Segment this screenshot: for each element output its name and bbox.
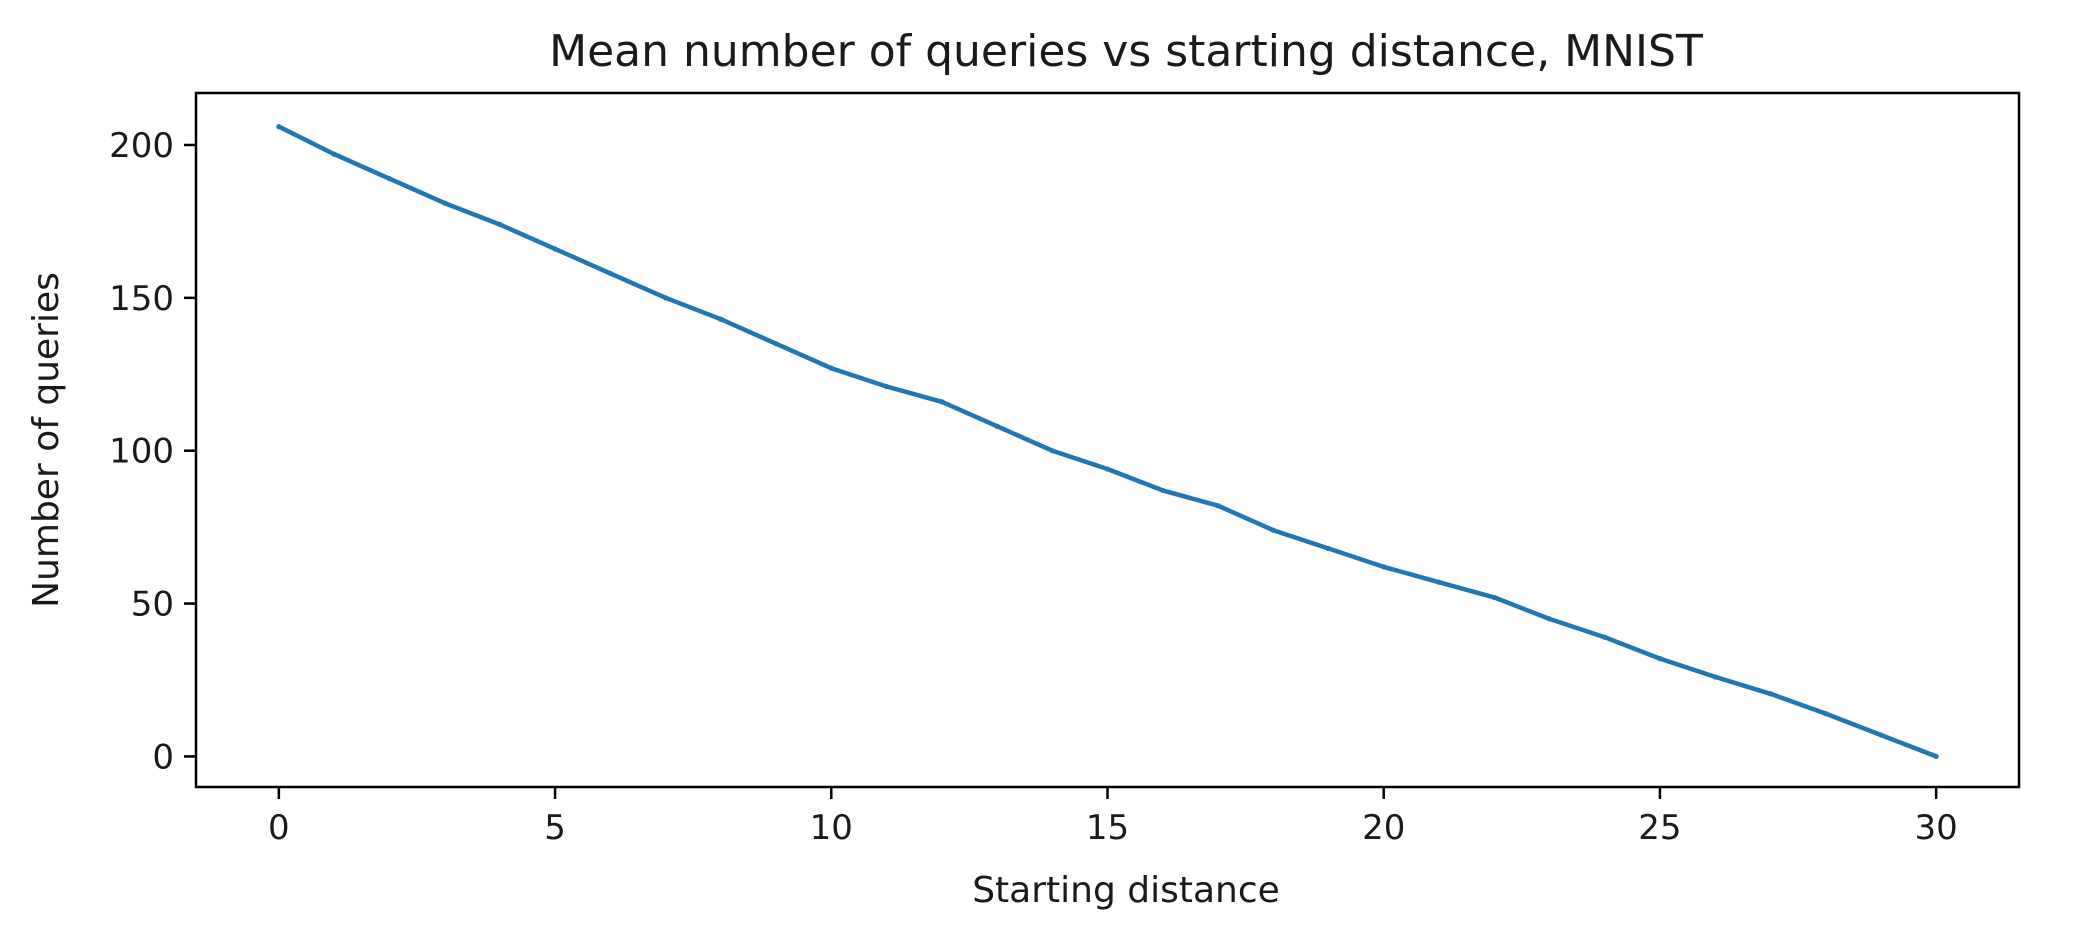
y-axis-label: Number of queries <box>26 272 67 608</box>
y-tick-label: 50 <box>131 585 174 625</box>
y-tick-label: 100 <box>109 432 174 472</box>
plot-area: 0 50 100 150 200 0 5 10 15 20 25 30 <box>109 91 2021 848</box>
x-tick-label: 0 <box>268 808 290 848</box>
y-tick-label: 150 <box>109 279 174 319</box>
data-point <box>1104 466 1111 472</box>
data-point <box>1436 579 1442 585</box>
data-point <box>662 295 669 301</box>
data-points <box>276 124 1939 760</box>
data-point <box>331 151 337 157</box>
data-point <box>441 200 448 206</box>
plot-frame <box>194 91 2021 789</box>
data-point <box>1049 448 1055 454</box>
x-tick-label: 5 <box>544 808 566 848</box>
data-point <box>994 423 1000 429</box>
data-point <box>1160 487 1166 494</box>
data-point <box>1215 503 1221 509</box>
data-point <box>552 246 558 252</box>
series-line <box>276 124 1939 759</box>
data-point <box>607 270 613 276</box>
data-point <box>939 399 945 405</box>
chart-title: Mean number of queries vs starting dista… <box>549 26 1703 77</box>
x-tick-label: 20 <box>1362 808 1405 848</box>
data-point <box>1546 616 1553 622</box>
data-point <box>386 176 392 182</box>
data-point <box>1270 527 1276 533</box>
data-point <box>718 316 724 322</box>
data-point <box>1933 753 1939 760</box>
data-point <box>828 365 834 371</box>
data-point <box>1878 732 1884 738</box>
data-point <box>1325 545 1332 552</box>
data-point <box>1657 655 1663 662</box>
x-axis-ticks: 0 5 10 15 20 25 30 <box>268 787 1958 848</box>
data-point <box>1602 634 1608 640</box>
data-point <box>1491 594 1497 601</box>
data-point <box>497 221 503 228</box>
x-tick-label: 30 <box>1915 808 1958 848</box>
y-axis-ticks: 0 50 100 150 200 <box>109 126 196 777</box>
x-tick-label: 25 <box>1638 808 1681 848</box>
data-point <box>1712 674 1718 680</box>
data-point <box>1823 711 1829 717</box>
x-axis-label: Starting distance <box>972 870 1280 911</box>
y-tick-label: 200 <box>109 126 174 166</box>
x-tick-label: 10 <box>810 808 853 848</box>
data-point <box>773 341 779 347</box>
data-point <box>276 124 282 130</box>
data-point <box>1767 691 1774 697</box>
y-tick-label: 0 <box>152 737 174 777</box>
x-tick-label: 15 <box>1086 808 1129 848</box>
data-point <box>1381 564 1387 570</box>
data-point <box>883 383 890 390</box>
